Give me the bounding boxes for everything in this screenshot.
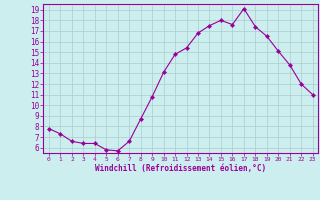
X-axis label: Windchill (Refroidissement éolien,°C): Windchill (Refroidissement éolien,°C): [95, 164, 266, 173]
